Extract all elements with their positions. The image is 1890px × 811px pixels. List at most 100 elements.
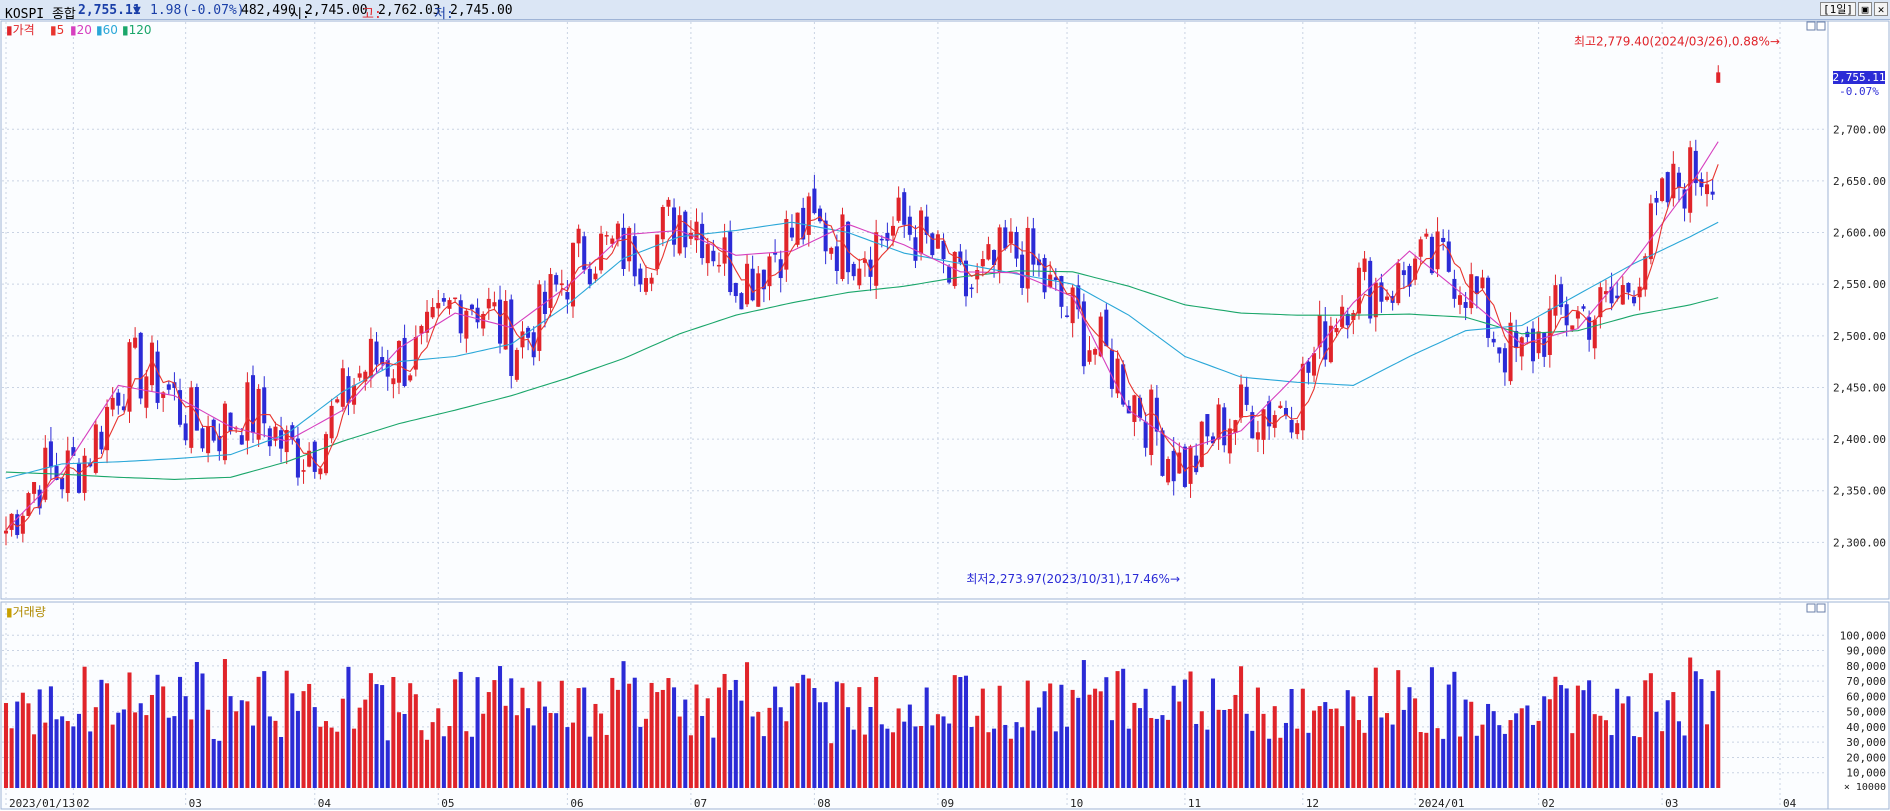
volume-bar (846, 707, 851, 788)
volume-bar (913, 726, 918, 788)
candle-body (1070, 287, 1075, 324)
volume-bar (817, 702, 823, 788)
candle-body (262, 387, 267, 424)
candle-body (1272, 415, 1277, 428)
candle-body (789, 227, 794, 238)
candle-body (1149, 389, 1154, 456)
volume-bar (750, 716, 755, 788)
volume-bar (1424, 732, 1429, 788)
volume-bar (1643, 680, 1648, 788)
candle-body (1312, 353, 1317, 376)
volume-bar (1626, 696, 1631, 788)
volume-bar (1615, 688, 1620, 788)
candle-body (138, 332, 143, 399)
candle-body (1177, 452, 1182, 474)
date-tick-label: 09 (941, 797, 954, 810)
volume-bar (705, 698, 710, 788)
candle-body (1441, 237, 1446, 242)
volume-bar (1519, 708, 1524, 788)
ma5-line (5, 164, 1719, 532)
period-button[interactable]: [1일] (1820, 2, 1856, 16)
candle-body (1194, 455, 1199, 473)
candle-body (273, 426, 278, 441)
volume-bar (1345, 690, 1350, 788)
volume-bar (980, 688, 985, 788)
close-icon[interactable]: ✕ (1874, 2, 1888, 16)
candle-body (1396, 263, 1401, 304)
volume-bar (1491, 711, 1496, 788)
candle-body (857, 268, 862, 286)
candle-body (1626, 282, 1631, 293)
candle-body (812, 188, 817, 214)
volume-bar (1137, 708, 1143, 788)
date-tick-label: 2024/01 (1418, 797, 1464, 810)
candle-body (1435, 231, 1440, 270)
candle-body (1581, 306, 1586, 309)
window-controls: [1일] ▣ ✕ (1820, 2, 1888, 17)
candle-body (54, 466, 59, 480)
candle-body (862, 259, 867, 263)
volume-panel-minimize-icon[interactable] (1806, 603, 1816, 613)
date-tick-label: 04 (1783, 797, 1797, 810)
volume-bar (172, 716, 177, 788)
volume-bar (930, 725, 935, 788)
candle-body (1317, 315, 1322, 348)
volume-bar (1463, 699, 1468, 788)
candle-body (239, 435, 244, 445)
candle-body (1222, 407, 1227, 446)
candle-body (907, 216, 912, 235)
candle-body (65, 450, 70, 494)
candle-body (76, 462, 82, 493)
volume-bar (1031, 730, 1036, 788)
volume-bar (1413, 698, 1418, 788)
volume-tick-label: 30,000 (1846, 736, 1886, 749)
date-tick-label: 02 (76, 797, 89, 810)
volume-panel-close-icon[interactable] (1816, 603, 1826, 613)
volume-value: 482,490 (241, 3, 296, 18)
volume-bar (1166, 719, 1171, 788)
volume-bar (71, 726, 76, 788)
volume-bar (1648, 673, 1653, 788)
volume-bar (1693, 671, 1698, 788)
volume-bar (1042, 691, 1047, 788)
candle-body (1143, 421, 1148, 448)
volume-bar (60, 716, 65, 788)
volume-bar (694, 684, 699, 788)
candle-body (1345, 313, 1350, 326)
candle-body (419, 325, 424, 334)
candle-body (464, 310, 469, 339)
volume-bar (1441, 738, 1446, 788)
volume-bar (1087, 694, 1092, 788)
volume-bar (1143, 688, 1148, 788)
panel-close-icon[interactable] (1816, 21, 1826, 31)
volume-bar (419, 730, 424, 788)
volume-bar (778, 707, 783, 788)
kospi-chart[interactable]: 2,300.00 2,350.00 2,400.00 2,450.00 2,500.00… (0, 20, 1890, 811)
volume-bar (851, 729, 856, 788)
volume-bar (795, 683, 800, 788)
candle-body (1424, 233, 1429, 237)
candle-body (1643, 256, 1648, 290)
candle-body (874, 232, 879, 286)
candle-body (1676, 172, 1681, 188)
candle-body (1564, 304, 1569, 326)
restore-icon[interactable]: ▣ (1858, 2, 1872, 16)
panel-minimize-icon[interactable] (1806, 21, 1816, 31)
volume-bar (565, 727, 570, 788)
low-label: 저: (434, 7, 454, 22)
volume-bar (806, 678, 811, 788)
volume-bar (127, 672, 132, 788)
candle-body (1154, 397, 1159, 432)
volume-bar (1385, 713, 1390, 788)
candle-body (930, 233, 935, 256)
price-tick-label: 2,700.00 (1833, 123, 1886, 136)
candle-body (778, 259, 783, 279)
volume-bar (688, 735, 693, 788)
candle-body (1429, 236, 1434, 274)
candle-body (992, 250, 997, 265)
volume-bar (1233, 694, 1238, 788)
candle-body (149, 342, 154, 386)
symbol-name[interactable]: KOSPI 종합 (5, 7, 76, 22)
candle-body (902, 192, 907, 225)
candle-body (834, 246, 839, 271)
